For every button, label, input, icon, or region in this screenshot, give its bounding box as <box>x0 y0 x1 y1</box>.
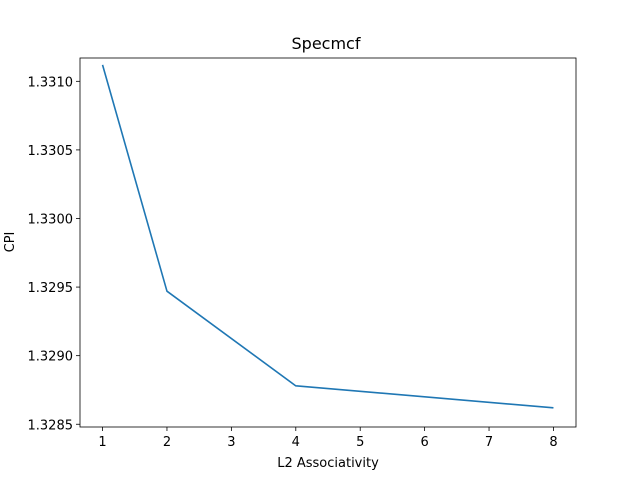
plot-frame <box>79 57 577 428</box>
x-tick-label-3: 3 <box>227 435 235 450</box>
y-tick-label-1: 1.3285 <box>28 418 74 433</box>
plot-area: 1 2 3 4 5 6 7 8 1.3285 1.3290 1.3295 1.3300 1.3305 1.… <box>28 57 577 450</box>
chart-title: Specmcf <box>292 34 361 53</box>
x-tick-label-4: 4 <box>292 435 300 450</box>
y-tick-label-3: 1.3295 <box>28 281 74 296</box>
x-tick-label-8: 8 <box>549 435 557 450</box>
y-tick-label-2: 1.3290 <box>28 350 74 365</box>
x-tick-label-2: 2 <box>163 435 171 450</box>
x-tick-label-7: 7 <box>485 435 493 450</box>
y-tick-label-5: 1.3305 <box>28 144 74 159</box>
y-tick-label-4: 1.3300 <box>28 212 74 227</box>
x-tick-label-5: 5 <box>356 435 364 450</box>
y-tick-label-6: 1.3310 <box>28 75 74 90</box>
y-axis-title: CPI <box>3 232 18 253</box>
x-axis-title: L2 Associativity <box>277 456 379 471</box>
x-tick-label-6: 6 <box>420 435 428 450</box>
series-line-1 <box>101 64 554 409</box>
x-tick-label-1: 1 <box>98 435 106 450</box>
